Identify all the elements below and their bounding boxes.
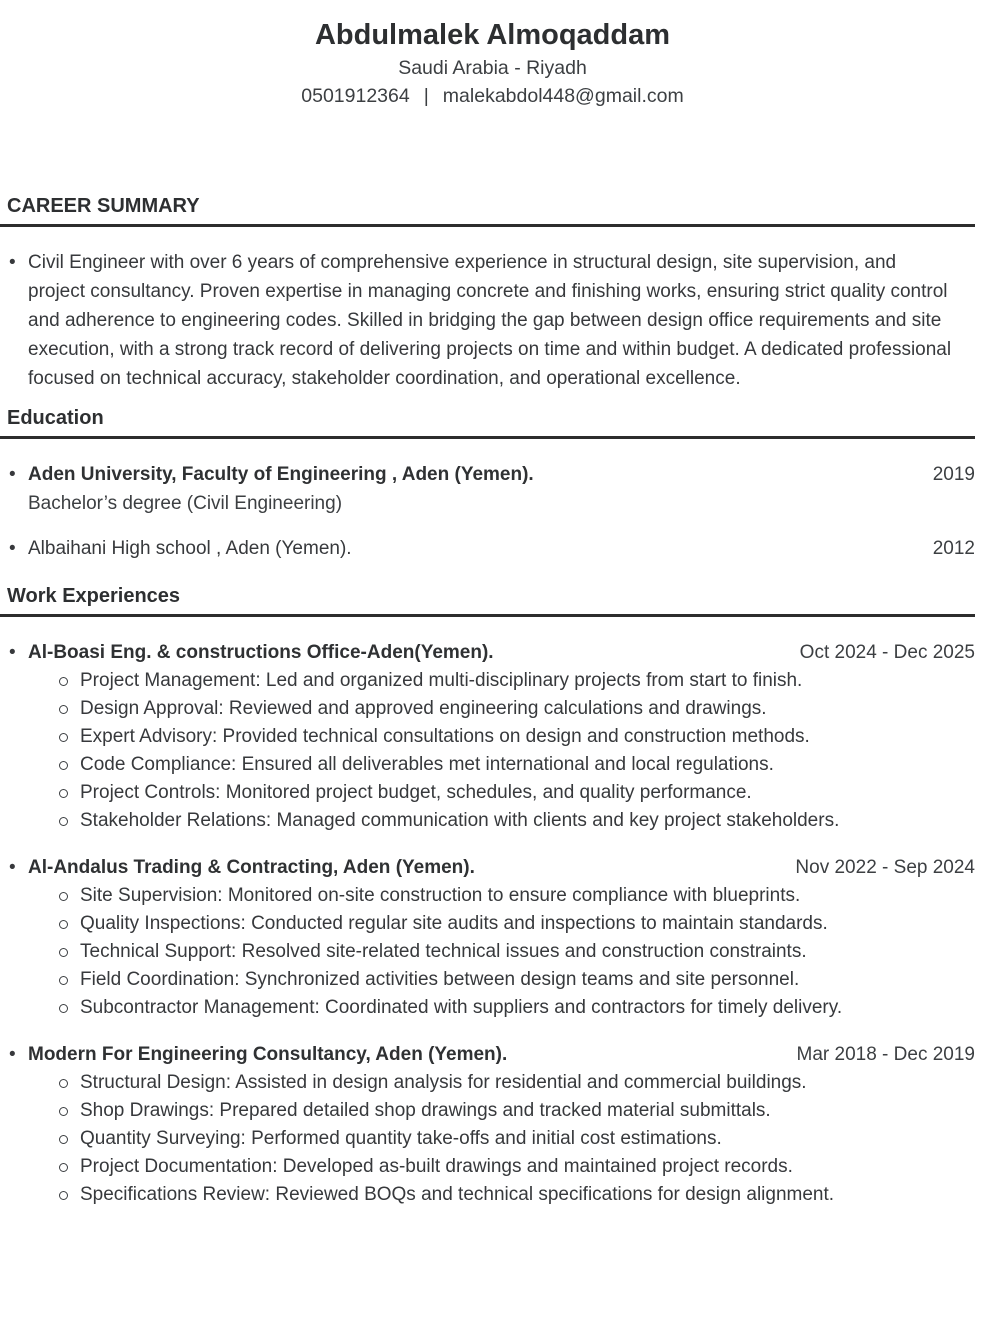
job-entry: Al-Boasi Eng. & constructions Office-Ade…: [0, 638, 975, 835]
work-experiences-section: Work Experiences Al-Boasi Eng. & constru…: [0, 584, 975, 1209]
job-bullet: Expert Advisory: Provided technical cons…: [28, 723, 975, 751]
education-year: 2019: [932, 464, 975, 485]
job-title-row: Al-Boasi Eng. & constructions Office-Ade…: [28, 638, 975, 667]
education-item-highschool: Albaihani High school , Aden (Yemen). 20…: [0, 534, 975, 563]
job-bullets: Structural Design: Assisted in design an…: [28, 1069, 975, 1209]
job-dates: Mar 2018 - Dec 2019: [796, 1044, 976, 1065]
education-year: 2012: [932, 538, 975, 559]
career-summary-heading: CAREER SUMMARY: [7, 195, 200, 217]
job-bullet: Quantity Surveying: Performed quantity t…: [28, 1125, 975, 1153]
job-title-row: Al-Andalus Trading & Contracting, Aden (…: [28, 853, 975, 882]
work-experiences-heading: Work Experiences: [7, 585, 181, 607]
contact-line: 0501912364 | malekabdol448@gmail.com: [0, 82, 985, 110]
education-institution: Albaihani High school , Aden (Yemen).: [28, 538, 352, 559]
job-bullet: Design Approval: Reviewed and approved e…: [28, 695, 975, 723]
education-heading: Education: [7, 407, 104, 429]
career-summary-section: CAREER SUMMARY Civil Engineer with over …: [0, 194, 975, 393]
job-bullet: Project Management: Led and organized mu…: [28, 667, 975, 695]
email-address: malekabdol448@gmail.com: [442, 85, 684, 107]
job-bullet: Structural Design: Assisted in design an…: [28, 1069, 975, 1097]
job-company: Modern For Engineering Consultancy, Aden…: [28, 1044, 508, 1065]
job-bullet: Project Controls: Monitored project budg…: [28, 779, 975, 807]
education-section: Education Aden University, Faculty of En…: [0, 406, 975, 563]
education-list: Aden University, Faculty of Engineering …: [0, 460, 975, 563]
job-title-row: Modern For Engineering Consultancy, Aden…: [28, 1040, 975, 1069]
job-company: Al-Andalus Trading & Contracting, Aden (…: [28, 857, 475, 878]
job-entry: Modern For Engineering Consultancy, Aden…: [0, 1040, 975, 1209]
work-experiences-divider: [0, 614, 975, 617]
phone-number: 0501912364: [301, 85, 410, 107]
job-company: Al-Boasi Eng. & constructions Office-Ade…: [28, 642, 494, 663]
job-bullet: Field Coordination: Synchronized activit…: [28, 966, 975, 994]
education-item-row: Albaihani High school , Aden (Yemen). 20…: [28, 534, 975, 563]
education-institution: Aden University, Faculty of Engineering …: [28, 464, 534, 485]
education-item-university: Aden University, Faculty of Engineering …: [0, 460, 975, 518]
job-dates: Nov 2022 - Sep 2024: [795, 857, 975, 878]
job-bullet: Site Supervision: Monitored on-site cons…: [28, 882, 975, 910]
job-entry: Al-Andalus Trading & Contracting, Aden (…: [0, 853, 975, 1022]
job-bullets: Site Supervision: Monitored on-site cons…: [28, 882, 975, 1022]
career-summary-list: Civil Engineer with over 6 years of comp…: [0, 248, 975, 393]
candidate-location: Saudi Arabia - Riyadh: [398, 57, 587, 79]
education-degree: Bachelor’s degree (Civil Engineering): [28, 493, 343, 514]
candidate-name: Abdulmalek Almoqaddam: [314, 19, 671, 51]
career-summary-divider: [0, 224, 975, 227]
job-bullet: Code Compliance: Ensured all deliverable…: [28, 751, 975, 779]
education-divider: [0, 436, 975, 439]
education-item-row: Aden University, Faculty of Engineering …: [28, 460, 975, 489]
contact-separator: |: [423, 85, 429, 107]
resume-header: Abdulmalek Almoqaddam Saudi Arabia - Riy…: [0, 16, 985, 110]
jobs-list: Al-Boasi Eng. & constructions Office-Ade…: [0, 638, 975, 1209]
job-bullets: Project Management: Led and organized mu…: [28, 667, 975, 835]
job-bullet: Shop Drawings: Prepared detailed shop dr…: [28, 1097, 975, 1125]
job-bullet: Quality Inspections: Conducted regular s…: [28, 910, 975, 938]
job-dates: Oct 2024 - Dec 2025: [799, 642, 975, 663]
job-bullet: Subcontractor Management: Coordinated wi…: [28, 994, 975, 1022]
career-summary-text: Civil Engineer with over 6 years of comp…: [0, 248, 975, 393]
job-bullet: Technical Support: Resolved site-related…: [28, 938, 975, 966]
job-bullet: Project Documentation: Developed as-buil…: [28, 1153, 975, 1181]
job-bullet: Specifications Review: Reviewed BOQs and…: [28, 1181, 975, 1209]
job-bullet: Stakeholder Relations: Managed communica…: [28, 807, 975, 835]
